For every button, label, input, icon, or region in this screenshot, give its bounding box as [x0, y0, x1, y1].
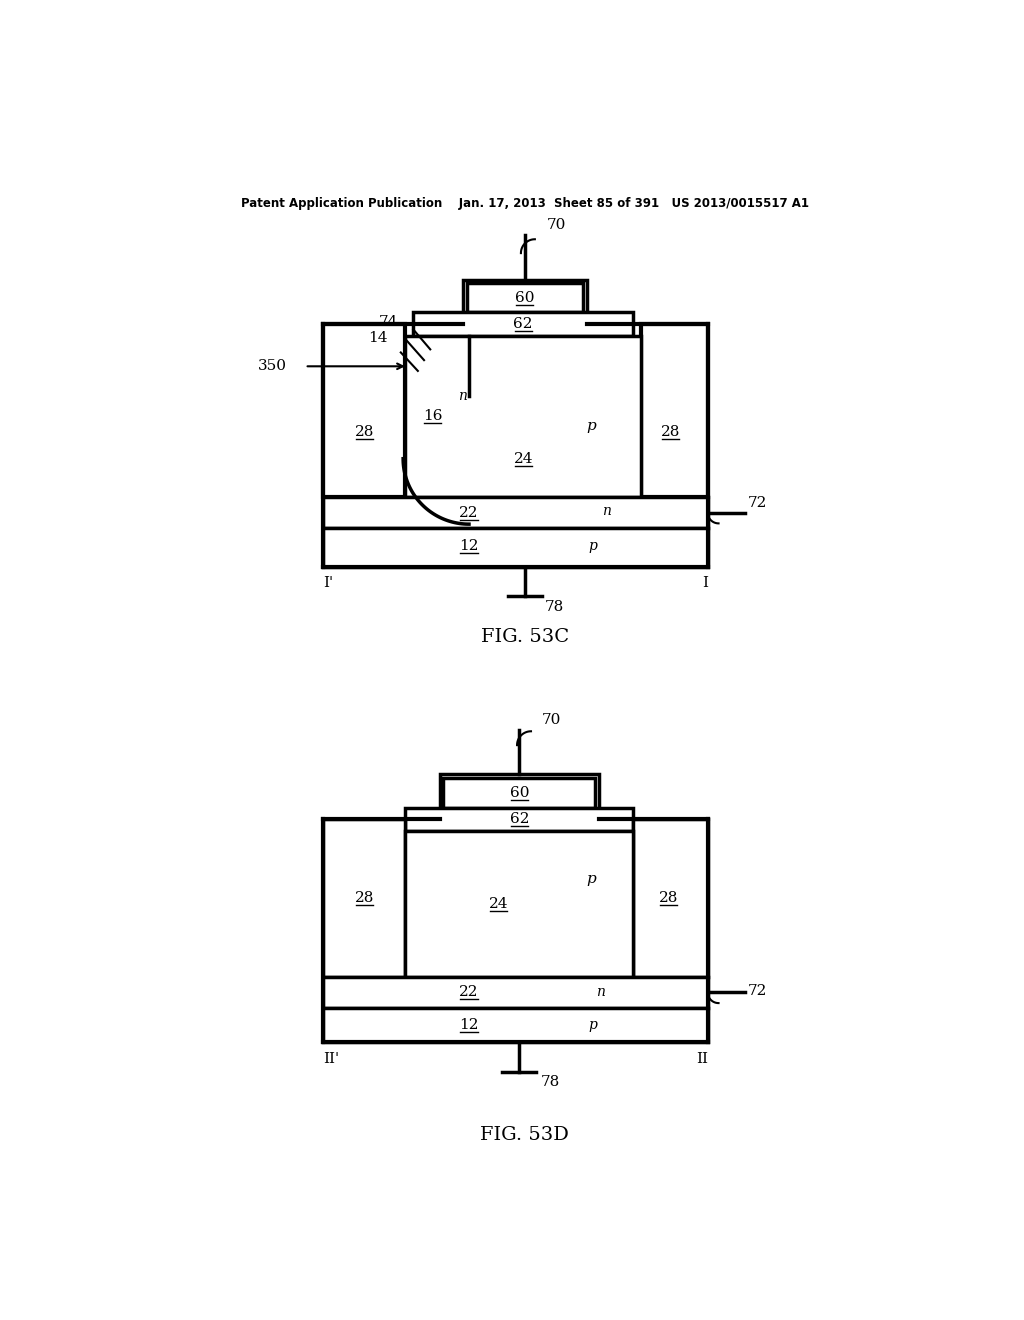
Text: 28: 28: [659, 891, 679, 904]
Text: 60: 60: [515, 290, 535, 305]
Text: 74: 74: [378, 314, 397, 329]
Bar: [324, 1007, 708, 1043]
Text: n: n: [602, 504, 611, 517]
Text: 72: 72: [748, 983, 767, 998]
Bar: [324, 528, 708, 566]
Bar: [406, 808, 633, 830]
Text: 16: 16: [423, 409, 442, 424]
Text: n: n: [596, 985, 605, 999]
Text: 22: 22: [459, 985, 479, 999]
Text: 28: 28: [354, 425, 374, 438]
Bar: [324, 977, 708, 1007]
Text: p: p: [587, 873, 596, 886]
Text: II': II': [324, 1052, 339, 1067]
Text: 78: 78: [541, 1076, 560, 1089]
Bar: [467, 284, 583, 313]
Text: I: I: [701, 577, 708, 590]
Text: n: n: [459, 388, 467, 403]
Text: 62: 62: [513, 317, 534, 331]
Text: Patent Application Publication    Jan. 17, 2013  Sheet 85 of 391   US 2013/00155: Patent Application Publication Jan. 17, …: [241, 197, 809, 210]
Bar: [633, 818, 708, 977]
Text: I': I': [324, 577, 334, 590]
Text: 62: 62: [510, 812, 529, 826]
Bar: [641, 323, 708, 498]
Text: 28: 28: [354, 891, 374, 904]
Text: 22: 22: [459, 506, 479, 520]
Bar: [439, 775, 599, 818]
Bar: [324, 498, 708, 528]
Text: 70: 70: [547, 218, 566, 231]
Bar: [463, 280, 587, 323]
Text: FIG. 53D: FIG. 53D: [480, 1126, 569, 1143]
Bar: [406, 335, 641, 498]
Text: FIG. 53C: FIG. 53C: [480, 628, 569, 647]
Text: 12: 12: [459, 539, 479, 553]
Bar: [324, 323, 406, 498]
Text: 14: 14: [368, 331, 388, 345]
Text: p: p: [589, 539, 597, 553]
Text: 28: 28: [660, 425, 680, 438]
Bar: [324, 818, 406, 977]
Text: 70: 70: [542, 714, 561, 727]
Bar: [414, 313, 633, 335]
Text: 24: 24: [513, 451, 534, 466]
Text: 78: 78: [545, 599, 564, 614]
Text: 60: 60: [510, 785, 529, 800]
Bar: [443, 779, 595, 808]
Bar: [406, 830, 633, 977]
Text: II: II: [695, 1052, 708, 1067]
Text: 72: 72: [748, 496, 767, 511]
Text: p: p: [587, 420, 596, 433]
Text: 12: 12: [459, 1018, 479, 1032]
Text: 350: 350: [258, 359, 287, 374]
Text: p: p: [589, 1018, 597, 1032]
Text: 24: 24: [488, 896, 508, 911]
